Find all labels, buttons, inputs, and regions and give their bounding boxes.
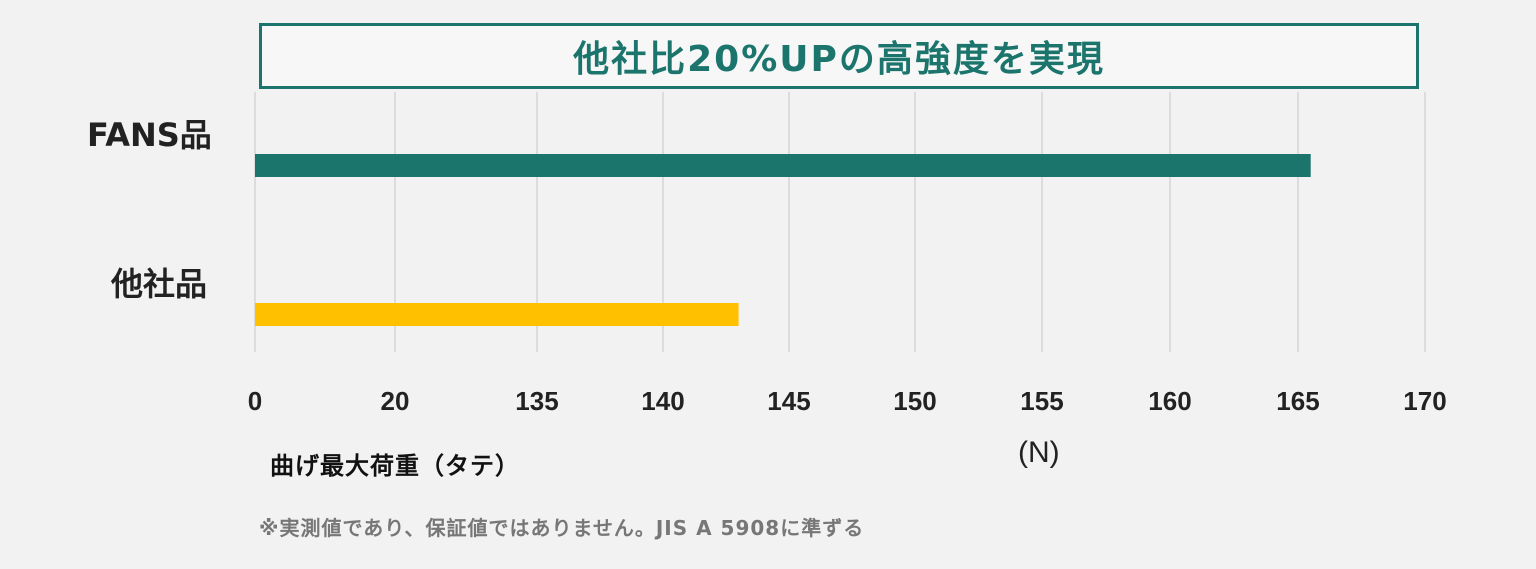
x-tick-label: 165 bbox=[1276, 386, 1319, 416]
x-tick-label: 140 bbox=[641, 386, 684, 416]
x-tick-label: 170 bbox=[1403, 386, 1446, 416]
x-tick-label: 20 bbox=[381, 386, 410, 416]
x-tick-label: 150 bbox=[893, 386, 936, 416]
category-label-other: 他社品 bbox=[111, 265, 208, 303]
x-tick-label: 160 bbox=[1148, 386, 1191, 416]
x-axis-label: 曲げ最大荷重（タテ） bbox=[270, 452, 520, 480]
bar-other bbox=[255, 303, 739, 326]
bar-fans bbox=[255, 154, 1311, 177]
chart-title: 他社比20%UPの高強度を実現 bbox=[259, 23, 1419, 89]
x-tick-label: 155 bbox=[1020, 386, 1063, 416]
footnote: ※実測値であり、保証値ではありません。JIS A 5908に準ずる bbox=[259, 516, 865, 540]
x-tick-label: 145 bbox=[767, 386, 810, 416]
x-axis-unit: (N) bbox=[1018, 436, 1060, 469]
x-tick-label: 135 bbox=[515, 386, 558, 416]
x-tick-label: 0 bbox=[248, 386, 262, 416]
category-label-fans: FANS品 bbox=[87, 116, 212, 154]
